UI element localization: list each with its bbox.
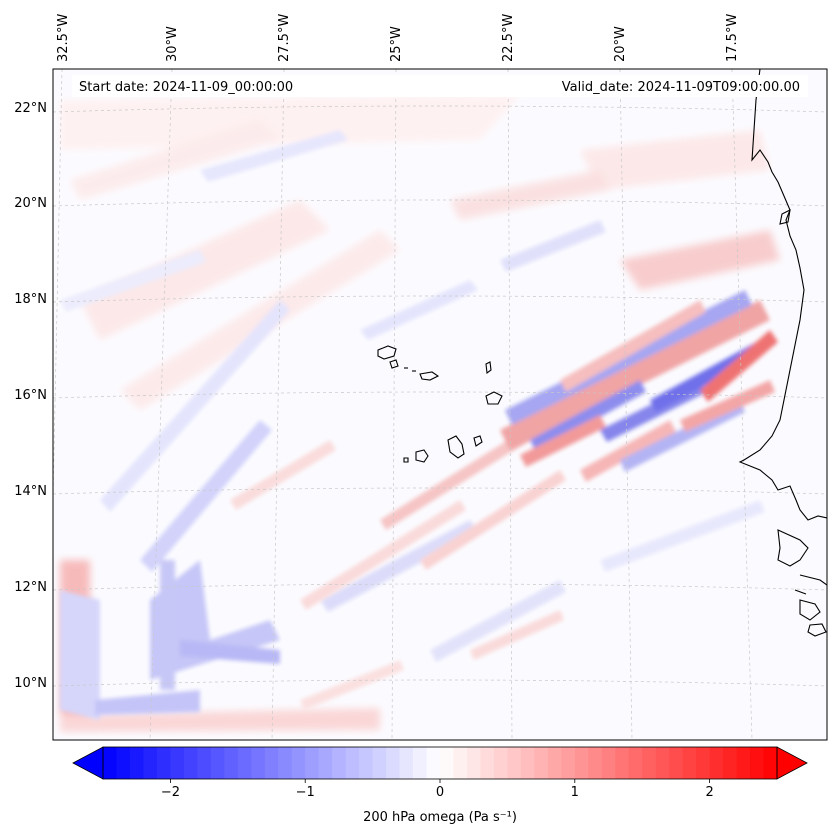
colorbar: −2 −1 0 1 2 200 hPa omega (Pa s⁻¹) [72, 746, 808, 825]
colorbar-min-extension [72, 746, 104, 780]
colorbar-max-extension [776, 746, 808, 780]
colorbar-segment [237, 747, 252, 779]
gridlines [53, 69, 827, 740]
date-banner [72, 75, 808, 97]
colorbar-segment [561, 747, 576, 779]
colorbar-segment [386, 747, 401, 779]
colorbar-segment [318, 747, 333, 779]
colorbar-segment [534, 747, 549, 779]
lat-label-20n: 20°N [14, 196, 47, 211]
cape-verde-santo-antao [377, 345, 397, 360]
colorbar-segment [601, 747, 616, 779]
lat-label-10n: 10°N [14, 676, 47, 691]
colorbar-segment [426, 747, 441, 779]
colorbar-segment [574, 747, 589, 779]
lat-label-18n: 18°N [14, 292, 47, 307]
africa-coastline [738, 69, 827, 521]
lon-label-27-5w: 27.5°W [277, 14, 292, 62]
colorbar-segment [520, 747, 535, 779]
colorbar-segment [116, 747, 131, 779]
colorbar-segment [669, 747, 684, 779]
colorbar-segment [709, 747, 724, 779]
colorbar-segment [332, 747, 347, 779]
colorbar-tick-label: −1 [296, 785, 315, 800]
colorbar-segment [170, 747, 185, 779]
start-date: Start date: 2024-11-09_00:00:00 [79, 80, 293, 95]
colorbar-segment [682, 747, 697, 779]
colorbar-segment [156, 747, 171, 779]
lon-label-25w: 25°W [389, 26, 404, 62]
colorbar-segment [466, 747, 482, 779]
colorbar-segment [507, 747, 522, 779]
colorbar-segment [359, 747, 374, 779]
colorbar-segment [143, 747, 158, 779]
colorbar-segment [251, 747, 266, 779]
lon-label-32-5w: 32.5°W [56, 14, 71, 62]
longitude-labels: 32.5°W 30°W 27.5°W 25°W 22.5°W 20°W 17.5… [56, 14, 740, 62]
colorbar-segment [345, 747, 360, 779]
lon-label-30w: 30°W [165, 26, 180, 62]
lat-label-12n: 12°N [14, 580, 47, 595]
colorbar-segment [588, 747, 603, 779]
colorbar-segment [399, 747, 414, 779]
colorbar-tick-label: 2 [705, 785, 713, 800]
colorbar-segment [197, 747, 212, 779]
lon-label-22-5w: 22.5°W [501, 14, 516, 62]
colorbar-ticks: −2 −1 0 1 2 [161, 779, 714, 800]
colorbar-segment [103, 747, 118, 779]
map-panel: Start date: 2024-11-09_00:00:00 Valid_da… [14, 14, 828, 741]
lon-label-20w: 20°W [613, 26, 628, 62]
colorbar-segment [750, 747, 765, 779]
valid-date: Valid_date: 2024-11-09T09:00:00.00 [562, 80, 800, 95]
colorbar-segment [224, 747, 239, 779]
colorbar-segment [264, 747, 279, 779]
colorbar-segment [480, 747, 495, 779]
colorbar-tick-label: 0 [436, 785, 444, 800]
colorbar-segment [736, 747, 751, 779]
lat-label-22n: 22°N [14, 101, 47, 116]
colorbar-segments [103, 747, 778, 779]
map-frame [52, 68, 828, 741]
colorbar-tick-label: −2 [161, 785, 180, 800]
colorbar-segment [413, 747, 428, 779]
colorbar-segment [723, 747, 738, 779]
colorbar-segment [210, 747, 225, 779]
lat-label-14n: 14°N [14, 484, 47, 499]
colorbar-segment [696, 747, 711, 779]
colorbar-segment [763, 747, 778, 779]
colorbar-segment [129, 747, 145, 779]
latitude-labels: 22°N 20°N 18°N 16°N 14°N 12°N 10°N [14, 101, 47, 691]
colorbar-segment [305, 747, 320, 779]
colorbar-segment [628, 747, 643, 779]
colorbar-segment [291, 747, 306, 779]
colorbar-tick-label: 1 [571, 785, 579, 800]
lat-label-16n: 16°N [14, 388, 47, 403]
colorbar-segment [372, 747, 387, 779]
colorbar-segment [183, 747, 198, 779]
colorbar-label: 200 hPa omega (Pa s⁻¹) [363, 810, 517, 825]
coastlines [377, 69, 827, 637]
colorbar-segment [493, 747, 508, 779]
colorbar-segment [278, 747, 293, 779]
lon-label-17-5w: 17.5°W [725, 14, 740, 62]
colorbar-segment [547, 747, 562, 779]
colorbar-segment [642, 747, 657, 779]
omega-field [60, 95, 780, 732]
colorbar-segment [615, 747, 630, 779]
colorbar-segment [655, 747, 670, 779]
colorbar-segment [440, 747, 455, 779]
colorbar-segment [453, 747, 468, 779]
